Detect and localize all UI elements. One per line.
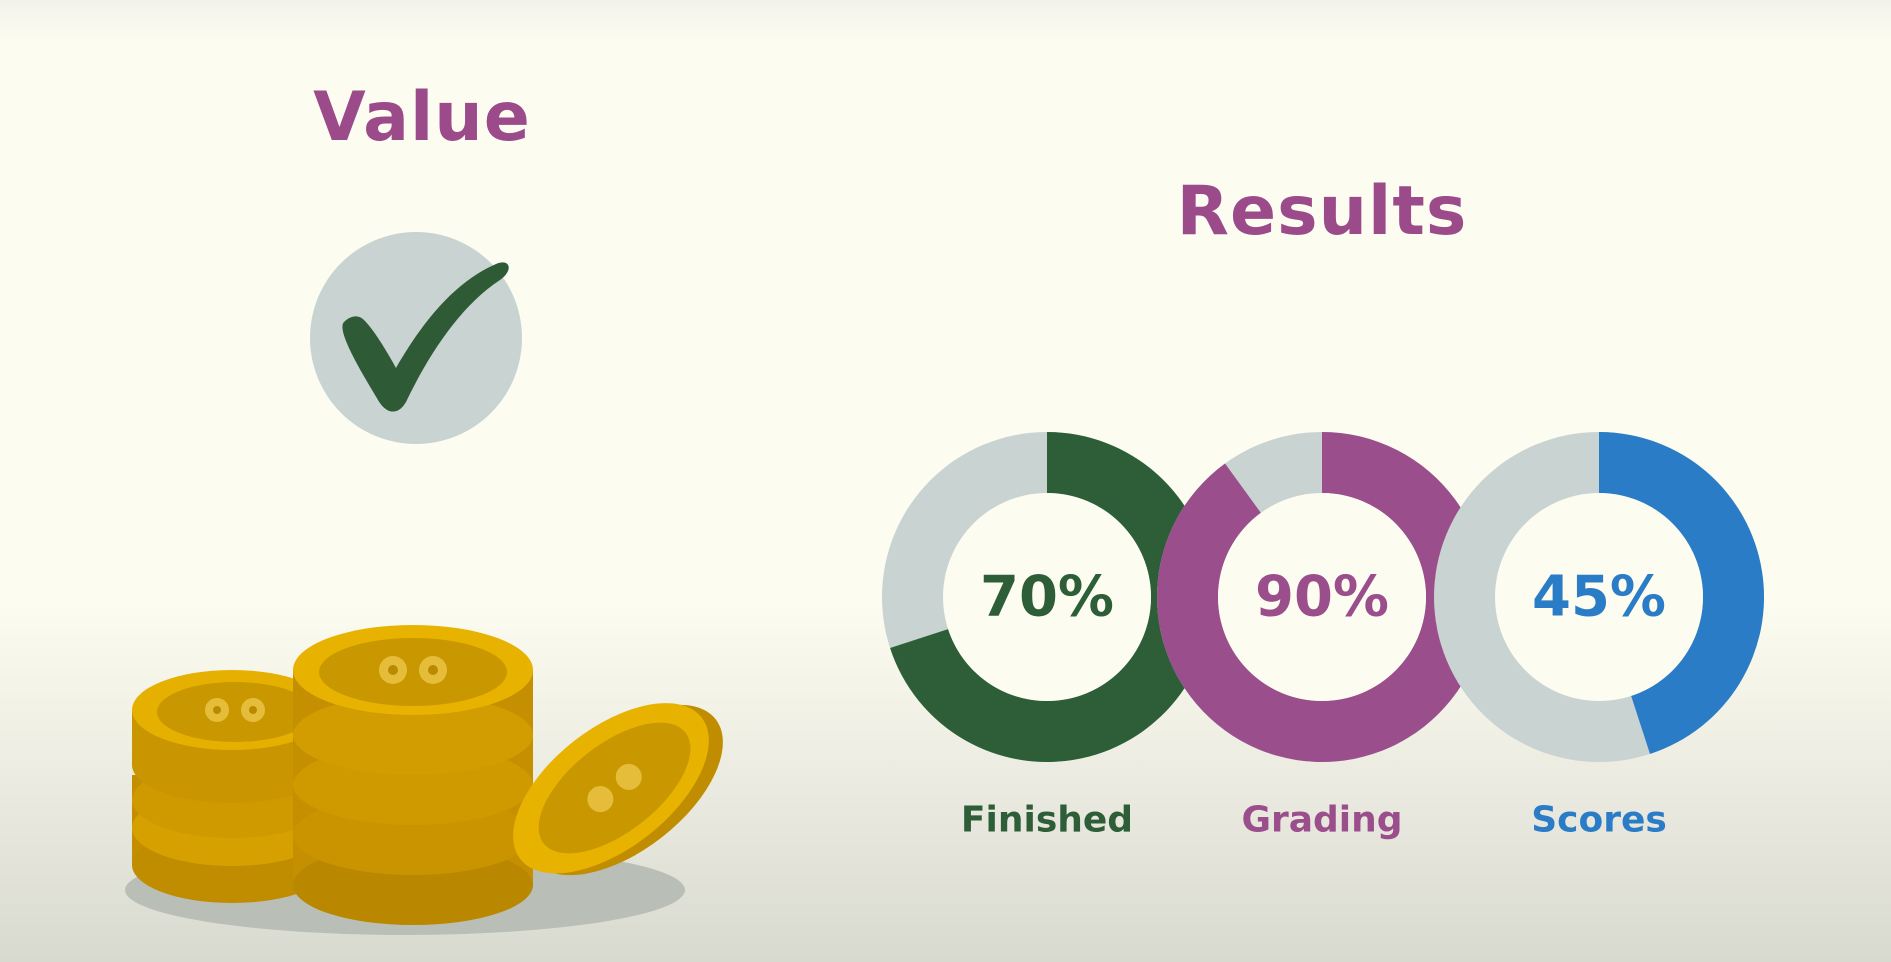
results-title: Results — [1176, 172, 1468, 251]
donut-value-arc — [890, 432, 1212, 762]
donut-category-label: Finished — [960, 799, 1134, 841]
gold-coins-icon — [125, 625, 723, 935]
donut-percent-label: 90% — [1254, 564, 1390, 630]
coin-leaning — [513, 703, 723, 876]
donut-category-label: Grading — [1241, 799, 1403, 841]
check-mark-icon — [310, 232, 522, 444]
coin-stack-middle — [293, 625, 533, 925]
donut-hole — [1218, 493, 1426, 701]
donut-scores — [1434, 432, 1764, 762]
donut-grading — [1157, 432, 1487, 762]
donut-percent-label: 70% — [979, 564, 1115, 630]
donut-finished — [882, 432, 1212, 762]
donut-value-arc — [1157, 432, 1487, 762]
donut-hole — [1495, 493, 1703, 701]
donut-percent-label: 45% — [1531, 564, 1667, 630]
donut-hole — [943, 493, 1151, 701]
value-title: Value — [313, 78, 531, 157]
donut-category-label: Scores — [1531, 799, 1667, 841]
donut-value-arc — [1599, 432, 1764, 754]
